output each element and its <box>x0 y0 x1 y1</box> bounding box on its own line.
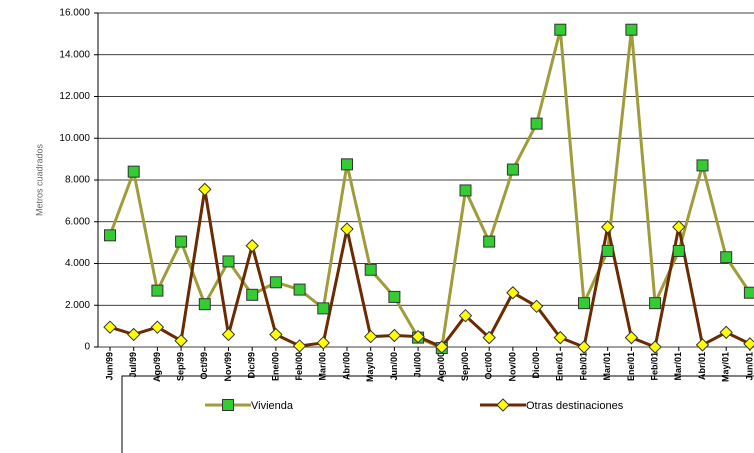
x-tick-label: Sep/99 <box>175 352 185 381</box>
x-tick-label: Feb/01 <box>578 352 588 381</box>
marker <box>245 239 259 253</box>
marker <box>269 276 282 289</box>
x-tick-label: Ene/01 <box>626 352 636 381</box>
x-tick-label: Ago/99 <box>152 352 162 382</box>
y-tick-label: 16.000 <box>59 8 90 19</box>
marker <box>625 23 638 36</box>
marker <box>198 298 211 311</box>
x-tick-label: Jul/00 <box>412 352 422 378</box>
x-tick-label: Oct/00 <box>484 352 494 380</box>
y-tick-label: 0 <box>84 342 90 353</box>
marker <box>221 327 236 342</box>
y-tick-label: 10.000 <box>59 133 90 144</box>
marker <box>458 308 473 323</box>
marker <box>103 320 117 334</box>
x-tick-label: May/00 <box>365 352 375 382</box>
marker <box>316 336 331 350</box>
x-tick-label: Ago/00 <box>436 352 446 382</box>
marker <box>624 330 639 345</box>
marker <box>483 235 496 248</box>
x-tick-label: Mar/01 <box>602 352 612 381</box>
y-tick-label: 14.000 <box>59 49 90 60</box>
marker <box>246 288 259 301</box>
x-tick-label: Jun/00 <box>389 352 399 381</box>
marker <box>719 325 733 340</box>
marker <box>222 255 235 268</box>
marker <box>553 330 568 345</box>
x-tick-label: Oct/99 <box>199 352 209 380</box>
marker <box>269 327 283 342</box>
marker <box>529 299 544 314</box>
y-tick-label: 2.000 <box>65 300 90 311</box>
marker <box>411 329 425 344</box>
y-tick-label: 8.000 <box>65 175 90 186</box>
marker <box>127 165 140 178</box>
x-tick-label: Jun/99 <box>104 352 114 381</box>
marker <box>577 340 591 354</box>
x-tick-label: Feb/00 <box>294 352 304 381</box>
marker <box>222 399 234 411</box>
x-tick-label: Dic/00 <box>531 352 541 379</box>
y-tick-label: 4.000 <box>65 258 90 269</box>
x-tick-label: May/01 <box>721 352 731 382</box>
marker <box>388 290 401 303</box>
series-line <box>109 187 751 349</box>
marker <box>151 284 164 297</box>
marker <box>530 117 543 130</box>
marker <box>340 222 354 236</box>
marker <box>649 297 662 310</box>
x-tick-label: Ene/01 <box>555 352 565 381</box>
x-tick-label: Sep/00 <box>460 352 470 381</box>
marker <box>435 340 449 354</box>
marker <box>554 23 567 36</box>
legend-box <box>121 375 754 453</box>
legend-label: Otras destinaciones <box>526 400 624 412</box>
marker <box>720 251 733 264</box>
x-tick-label: Ene/00 <box>270 352 280 381</box>
marker <box>482 330 496 345</box>
marker <box>293 283 306 296</box>
y-tick-label: 6.000 <box>65 216 90 227</box>
marker <box>174 334 188 348</box>
marker <box>696 159 709 172</box>
marker <box>126 327 141 342</box>
marker <box>695 338 710 352</box>
marker <box>198 182 212 197</box>
x-tick-label: Jul/99 <box>128 352 138 378</box>
x-tick-label: Nov/00 <box>507 352 517 382</box>
x-tick-label: Jun/01 <box>744 352 754 381</box>
marker <box>175 235 188 248</box>
marker <box>317 302 330 315</box>
marker <box>600 220 615 234</box>
marker <box>496 398 510 412</box>
y-axis-label: Metros cuadrados <box>34 143 44 216</box>
x-tick-label: Abr/00 <box>341 352 351 380</box>
marker <box>364 263 377 276</box>
marker <box>672 220 686 234</box>
marker <box>648 340 662 354</box>
x-tick-label: Mar/00 <box>318 352 328 381</box>
x-tick-label: Mar/01 <box>673 352 683 381</box>
marker <box>387 328 402 343</box>
marker <box>601 244 614 257</box>
marker <box>150 320 165 334</box>
marker <box>341 158 353 171</box>
marker <box>743 337 754 351</box>
legend-label: Vivienda <box>251 400 294 412</box>
x-tick-label: Nov/99 <box>223 352 233 382</box>
marker <box>506 163 519 176</box>
marker <box>743 286 754 299</box>
x-tick-label: Dic/99 <box>247 352 257 379</box>
y-tick-label: 12.000 <box>59 91 90 102</box>
x-tick-label: Abr/01 <box>697 352 707 380</box>
x-tick-label: Feb/01 <box>649 352 659 381</box>
marker <box>363 329 378 344</box>
marker <box>292 339 307 353</box>
marker <box>104 229 116 242</box>
marker <box>506 286 520 300</box>
marker <box>672 244 685 257</box>
marker <box>459 184 472 197</box>
marker <box>578 297 590 310</box>
